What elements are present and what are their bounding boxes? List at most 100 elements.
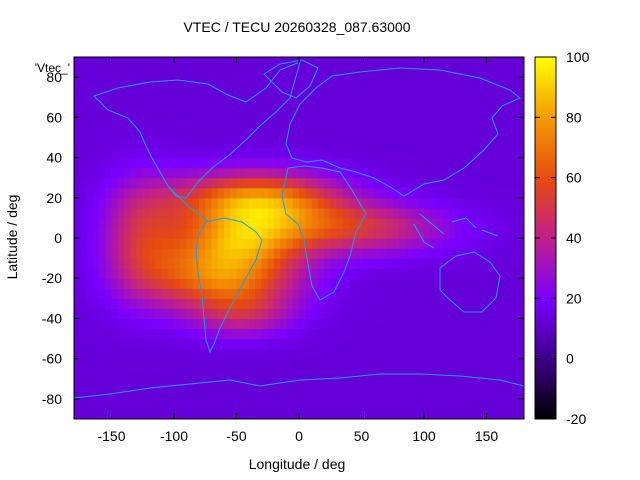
heat-cell <box>130 408 138 419</box>
heat-cell <box>99 137 106 149</box>
heat-cell <box>74 408 81 419</box>
heat-cell <box>455 258 463 269</box>
heat-cell <box>199 248 206 259</box>
heat-cell <box>186 67 194 78</box>
heat-cell <box>117 137 125 149</box>
heat-cell <box>424 318 431 330</box>
heat-cell <box>217 278 225 289</box>
heat-cell <box>192 348 200 360</box>
heat-cell <box>167 308 175 320</box>
heat-cell <box>517 398 524 410</box>
heat-cell <box>149 157 156 169</box>
heat-cell <box>349 358 356 370</box>
heat-cell <box>280 358 288 370</box>
heat-cell <box>392 258 400 269</box>
heat-cell <box>142 348 150 360</box>
heat-cell <box>305 238 313 249</box>
heat-cell <box>405 217 413 229</box>
heat-cell <box>230 408 238 419</box>
heat-cell <box>399 57 406 68</box>
heat-cell <box>455 398 463 410</box>
heat-cell <box>430 127 438 139</box>
heat-cell <box>249 358 256 370</box>
heat-cell <box>324 77 331 88</box>
heat-cell <box>436 157 444 169</box>
heat-cell <box>136 207 144 219</box>
heat-cell <box>117 408 125 419</box>
heat-cell <box>386 127 394 139</box>
heat-cell <box>242 408 250 419</box>
heat-cell <box>492 167 500 179</box>
heat-cell <box>449 177 456 189</box>
heat-cell <box>317 348 325 360</box>
heat-cell <box>430 77 438 88</box>
heat-cell <box>117 278 125 289</box>
heat-cell <box>355 318 363 330</box>
heat-cell <box>349 388 356 400</box>
heat-cell <box>380 157 388 169</box>
heat-cell <box>392 388 400 400</box>
heat-cell <box>161 238 169 249</box>
heat-cell <box>255 328 263 340</box>
heat-cell <box>292 157 300 169</box>
heat-cell <box>242 117 250 128</box>
heat-cell <box>249 87 256 98</box>
heat-cell <box>405 157 413 169</box>
heat-cell <box>280 308 288 320</box>
heat-cell <box>224 57 231 68</box>
heat-cell <box>367 258 375 269</box>
heat-cell <box>374 248 381 259</box>
heat-cell <box>224 248 231 259</box>
heat-cell <box>111 398 119 410</box>
heat-cell <box>167 227 175 239</box>
heat-cell <box>355 298 363 309</box>
heat-cell <box>499 398 506 410</box>
heat-cell <box>267 368 275 380</box>
heat-cell <box>224 77 231 88</box>
heat-cell <box>317 398 325 410</box>
heat-cell <box>417 278 425 289</box>
heat-cell <box>105 167 113 179</box>
heat-cell <box>511 258 519 269</box>
heat-cell <box>136 258 144 269</box>
heat-cell <box>349 378 356 390</box>
heat-cell <box>361 338 369 350</box>
heat-cell <box>449 87 456 98</box>
heat-cell <box>205 97 213 108</box>
heat-cell <box>274 388 281 400</box>
heat-cell <box>167 388 175 400</box>
heat-cell <box>330 258 338 269</box>
heat-cell <box>74 388 81 400</box>
heat-cell <box>430 238 438 249</box>
heat-cell <box>405 97 413 108</box>
heat-cell <box>117 87 125 98</box>
heat-cell <box>180 338 188 350</box>
heat-cell <box>430 268 438 279</box>
heat-cell <box>430 177 438 189</box>
heat-cell <box>411 67 419 78</box>
heat-cell <box>267 177 275 189</box>
heat-cell <box>311 197 319 209</box>
heat-cell <box>411 328 419 340</box>
heat-cell <box>474 238 481 249</box>
heat-cell <box>511 187 519 199</box>
heat-cell <box>74 137 81 149</box>
heat-cell <box>311 97 319 108</box>
heat-cell <box>224 217 231 229</box>
heat-cell <box>99 328 106 340</box>
heat-cell <box>499 368 506 380</box>
heat-cell <box>149 147 156 159</box>
heat-cell <box>486 177 494 189</box>
heat-cell <box>117 77 125 88</box>
y-tick-label: -60 <box>42 351 62 367</box>
heat-cell <box>111 227 119 239</box>
heat-cell <box>442 388 450 400</box>
heat-cell <box>167 67 175 78</box>
heat-cell <box>317 288 325 299</box>
heat-cell <box>349 57 356 68</box>
heat-cell <box>130 187 138 199</box>
heat-cell <box>180 408 188 419</box>
heat-cell <box>342 67 350 78</box>
heat-cell <box>436 67 444 78</box>
heat-cell <box>105 57 113 68</box>
